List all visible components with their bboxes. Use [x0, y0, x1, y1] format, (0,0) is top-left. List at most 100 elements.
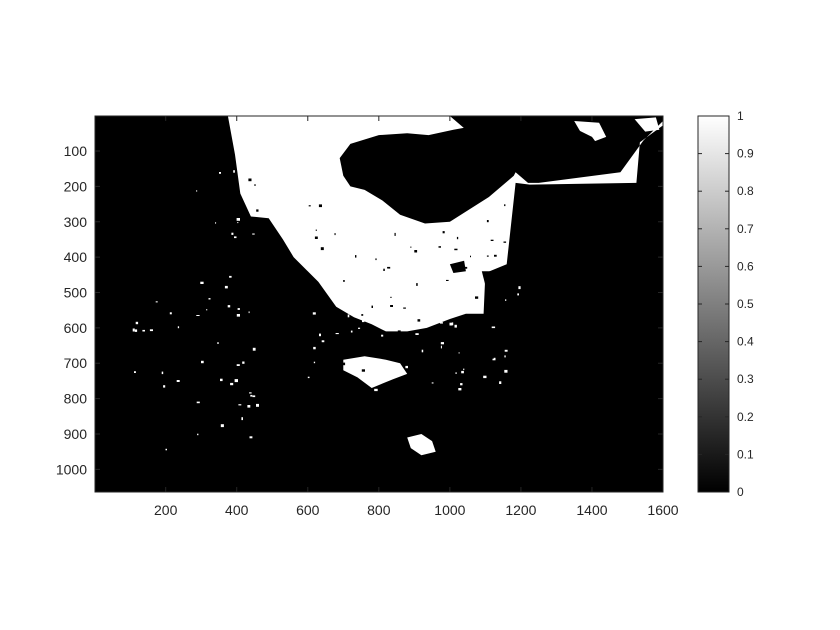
noise-pixel — [236, 314, 240, 317]
colorbar-gradient — [698, 116, 729, 492]
noise-pixel — [458, 334, 460, 338]
noise-pixel — [504, 355, 506, 358]
noise-pixel — [499, 381, 502, 384]
noise-pixel — [238, 404, 242, 406]
noise-pixel — [334, 233, 336, 236]
noise-pixel — [227, 305, 231, 308]
x-tick-label: 1200 — [505, 502, 536, 518]
noise-pixel — [132, 328, 135, 332]
noise-pixel — [397, 330, 401, 333]
noise-pixel — [307, 376, 310, 379]
noise-pixel — [134, 329, 138, 332]
noise-pixel — [134, 398, 136, 401]
noise-pixel — [250, 394, 253, 397]
noise-pixel — [440, 342, 444, 345]
noise-pixel — [479, 223, 483, 226]
noise-pixel — [344, 218, 346, 221]
noise-pixel — [230, 292, 234, 295]
black-hole-3 — [467, 126, 486, 144]
noise-pixel — [461, 370, 464, 374]
noise-pixel — [494, 254, 497, 257]
colorbar: 0 0.1 0.2 0.3 0.4 0.5 0.6 0.7 0.8 0.9 1 — [697, 109, 754, 499]
noise-pixel — [249, 436, 253, 439]
noise-pixel — [142, 329, 145, 332]
axis-ticks — [95, 116, 664, 492]
noise-pixel — [508, 367, 512, 369]
noise-pixel — [220, 424, 224, 428]
colorbar-tick-label: 0.7 — [737, 222, 754, 236]
noise-pixel — [177, 417, 181, 421]
noise-pixel — [387, 266, 391, 269]
noise-pixel — [206, 309, 208, 311]
noise-pixel — [242, 392, 246, 396]
noise-pixel — [470, 255, 471, 258]
noise-pixel — [327, 323, 330, 325]
colorbar-tick-label: 0.8 — [737, 184, 754, 198]
noise-pixel — [405, 365, 408, 369]
noise-pixel — [410, 390, 412, 393]
noise-pixel — [231, 232, 234, 235]
noise-pixel — [197, 239, 200, 242]
noise-pixel — [134, 371, 136, 373]
noise-pixel — [394, 232, 396, 236]
black-hole-1 — [339, 124, 525, 224]
noise-pixel — [451, 322, 454, 326]
noise-pixel — [314, 292, 317, 294]
noise-pixel — [504, 369, 508, 373]
colorbar-box — [697, 115, 730, 493]
noise-pixel — [241, 417, 243, 421]
noise-pixel — [504, 349, 508, 352]
noise-pixel — [143, 423, 146, 426]
noise-pixel — [352, 309, 354, 313]
colorbar-tick-label: 0.5 — [737, 297, 754, 311]
noise-pixel — [197, 433, 199, 436]
noise-pixel — [189, 348, 193, 351]
noise-pixel — [362, 319, 365, 323]
noise-pixel — [390, 305, 393, 307]
noise-pixel — [229, 275, 232, 278]
noise-pixel — [455, 257, 458, 260]
noise-pixel — [202, 199, 205, 201]
noise-pixel — [460, 383, 463, 386]
noise-pixel — [222, 366, 226, 368]
noise-pixel — [252, 347, 256, 351]
noise-pixel — [252, 362, 256, 366]
noise-pixel — [248, 178, 252, 182]
noise-pixel — [486, 220, 489, 223]
noise-pixel — [230, 382, 234, 386]
noise-pixel — [237, 222, 239, 224]
noise-pixel — [335, 333, 339, 335]
noise-pixel — [490, 372, 494, 375]
noise-pixel — [233, 342, 235, 346]
noise-pixel — [165, 448, 167, 451]
colorbar-tick-label: 0.9 — [737, 147, 754, 161]
noise-pixel — [505, 299, 507, 301]
x-tick-label: 200 — [154, 502, 178, 518]
noise-pixel — [256, 209, 259, 212]
y-tick-label: 100 — [64, 143, 88, 159]
noise-pixel — [477, 368, 479, 372]
noise-pixel — [378, 303, 382, 306]
image-content — [132, 116, 663, 456]
noise-pixel — [318, 204, 322, 208]
noise-pixel — [242, 361, 245, 364]
noise-pixel — [455, 372, 457, 374]
noise-pixel — [309, 317, 314, 319]
colorbar-tick-labels: 0 0.1 0.2 0.3 0.4 0.5 0.6 0.7 0.8 0.9 1 — [737, 109, 754, 499]
noise-pixel — [314, 236, 318, 239]
noise-pixel — [229, 333, 231, 335]
noise-pixel — [421, 349, 424, 353]
noise-pixel — [176, 314, 180, 317]
colorbar-tick-label: 0.4 — [737, 335, 754, 349]
noise-pixel — [220, 189, 223, 192]
noise-pixel — [417, 319, 421, 322]
noise-pixel — [200, 281, 204, 284]
noise-pixel — [196, 190, 198, 192]
y-tick-label: 400 — [64, 249, 88, 265]
noise-pixel — [415, 346, 418, 349]
noise-pixel — [507, 311, 511, 313]
x-tick-label: 400 — [225, 502, 249, 518]
noise-pixel — [163, 299, 167, 301]
x-tick-label: 1400 — [576, 502, 607, 518]
noise-pixel — [256, 403, 259, 407]
